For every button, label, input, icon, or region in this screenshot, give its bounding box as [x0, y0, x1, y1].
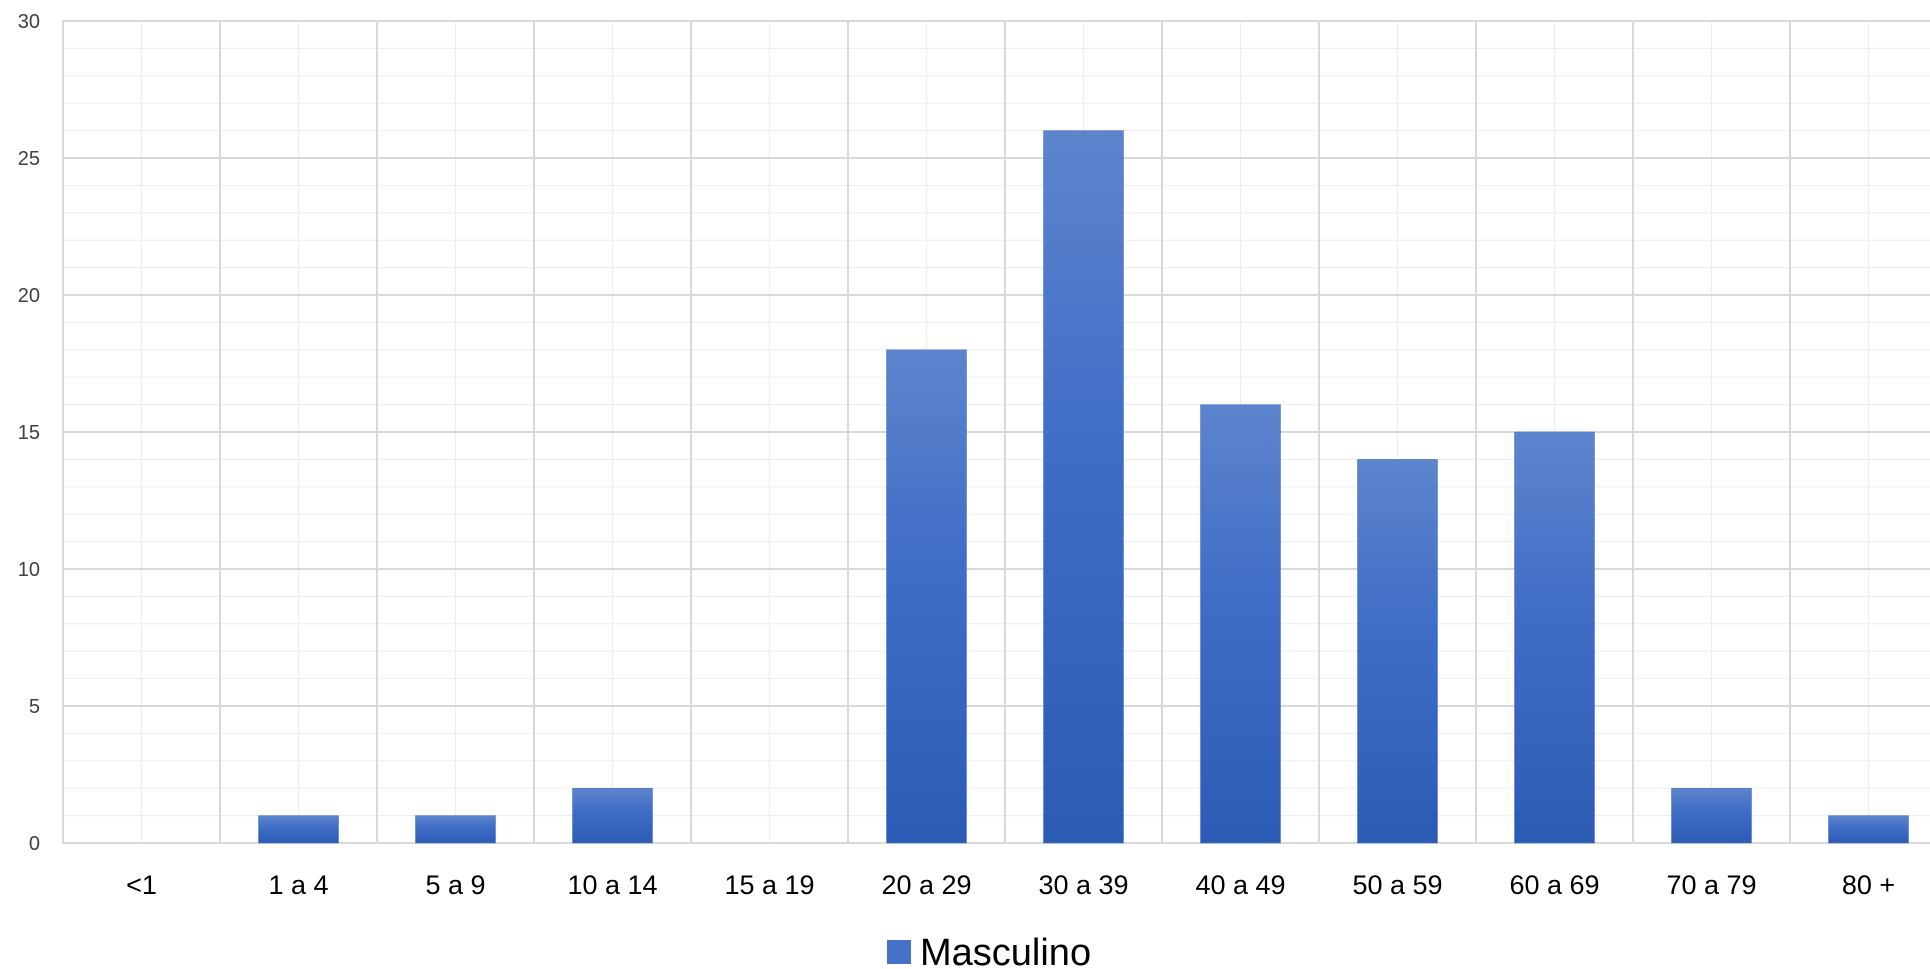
x-category-label: 80 +: [1842, 870, 1895, 900]
bar-6: [1043, 130, 1124, 844]
bar-11: [1828, 815, 1909, 844]
bar-8: [1357, 459, 1438, 844]
bar-2: [415, 815, 496, 844]
x-category-label: 20 a 29: [881, 870, 971, 900]
legend-swatch-masculino: [887, 940, 911, 964]
y-tick-label: 10: [18, 559, 40, 581]
x-category-label: 50 a 59: [1352, 870, 1442, 900]
x-axis-category-labels: <1 1 a 4 5 a 9 10 a 14 15 a 19 20 a 29 30 a 39…: [126, 870, 1895, 900]
bar-1: [258, 815, 339, 844]
legend-label-masculino: Masculino: [920, 932, 1091, 969]
x-category-label: 10 a 14: [567, 870, 657, 900]
bar-7: [1200, 404, 1281, 844]
bar-10: [1671, 787, 1752, 844]
bar-3: [572, 787, 653, 844]
x-category-label: <1: [126, 870, 157, 900]
bar-series-masculino: [258, 130, 1909, 844]
y-axis-tick-labels: 0 5 10 15 20 25 30: [18, 11, 40, 855]
y-tick-label: 30: [18, 11, 40, 33]
y-tick-label: 15: [18, 422, 40, 444]
x-category-label: 30 a 39: [1038, 870, 1128, 900]
bar-5: [886, 349, 967, 844]
x-category-label: 60 a 69: [1509, 870, 1599, 900]
bar-9: [1514, 431, 1595, 844]
y-tick-label: 20: [18, 285, 40, 307]
y-tick-label: 25: [18, 148, 40, 170]
major-gridlines: [62, 20, 1930, 844]
x-category-label: 5 a 9: [425, 870, 485, 900]
x-category-label: 1 a 4: [268, 870, 328, 900]
x-category-label: 40 a 49: [1195, 870, 1285, 900]
x-category-label: 15 a 19: [724, 870, 814, 900]
legend: Masculino: [887, 932, 1091, 969]
minor-gridlines: [63, 21, 1930, 843]
y-tick-label: 5: [29, 696, 40, 718]
y-tick-label: 0: [29, 833, 40, 855]
x-category-label: 70 a 79: [1666, 870, 1756, 900]
